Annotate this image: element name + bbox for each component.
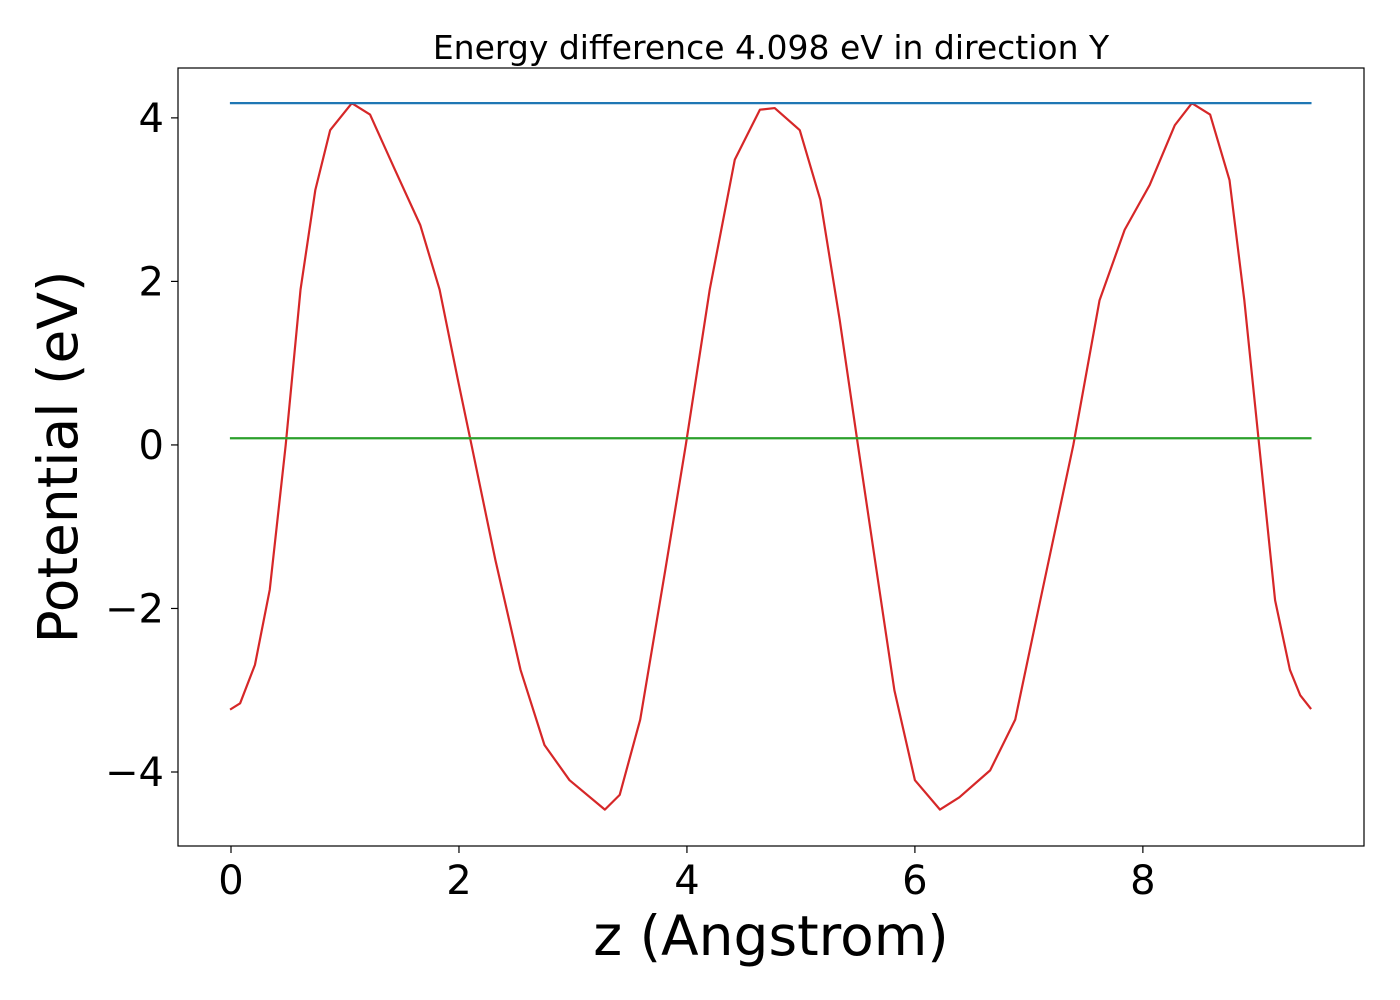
chart-title: Energy difference 4.098 eV in direction … xyxy=(433,28,1110,67)
x-tick-label: 0 xyxy=(218,858,243,904)
x-tick-label: 8 xyxy=(1130,858,1155,904)
x-tick-label: 6 xyxy=(902,858,927,904)
plot-frame xyxy=(177,67,1365,847)
y-tick-label: 4 xyxy=(139,96,164,142)
x-tick-label: 4 xyxy=(674,858,699,904)
x-axis-label: z (Angstrom) xyxy=(593,904,949,968)
x-tick-label: 2 xyxy=(446,858,471,904)
line-series xyxy=(229,102,1312,811)
y-axis-label: Potential (eV) xyxy=(26,271,90,644)
y-tick-label: 2 xyxy=(139,259,164,305)
y-tick-label: 0 xyxy=(139,423,164,469)
y-tick-label: −4 xyxy=(105,750,164,796)
y-tick-label: −2 xyxy=(105,586,164,632)
